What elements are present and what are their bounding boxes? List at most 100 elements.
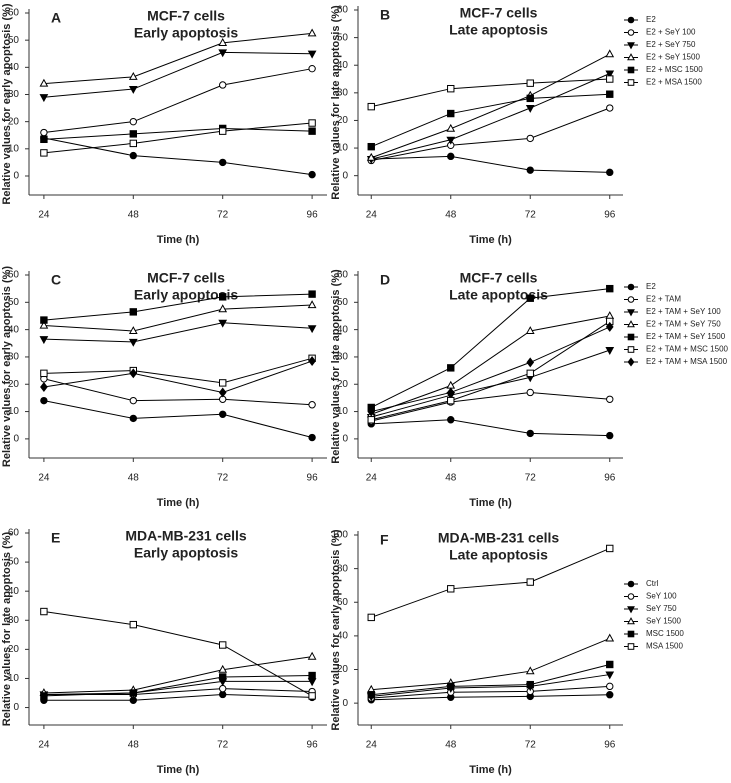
- y-tick-label: 50: [8, 35, 20, 46]
- series-line: [371, 349, 610, 418]
- series-line: [371, 315, 610, 415]
- legend-label: Ctrl: [646, 579, 659, 588]
- series-line: [371, 321, 611, 421]
- y-axis-label: Relative values for late apoptosis (%): [330, 269, 342, 464]
- y-axis-label: Relative values for early apoptosis (%): [1, 3, 13, 204]
- series-line: [371, 73, 610, 160]
- legend-marker: [627, 29, 635, 36]
- legend-marker: [627, 296, 635, 303]
- series-line: [371, 547, 610, 618]
- data-point: [605, 347, 615, 355]
- data-point: [129, 308, 138, 316]
- data-point: [447, 416, 455, 424]
- data-point: [606, 544, 614, 553]
- legend-marker: [627, 593, 635, 600]
- legend-label: E2 + TAM + MSC 1500: [646, 345, 729, 354]
- data-point: [606, 104, 614, 112]
- x-tick-label: 48: [445, 740, 457, 751]
- data-point: [308, 127, 316, 135]
- data-point: [219, 379, 227, 387]
- legend-label: SeY 1500: [646, 617, 682, 626]
- data-point: [40, 128, 48, 137]
- x-tick-label: 24: [366, 473, 378, 484]
- data-point: [526, 79, 534, 87]
- data-point: [40, 369, 48, 378]
- chart-title: MDA-MB-231 cells: [438, 530, 560, 546]
- y-tick-label: 0: [13, 171, 19, 182]
- data-point: [308, 290, 316, 298]
- series-line: [371, 93, 610, 148]
- data-point: [447, 364, 455, 372]
- data-point: [219, 684, 227, 693]
- y-tick-label: 30: [8, 615, 20, 626]
- legend-marker: [627, 643, 635, 650]
- series-line: [371, 694, 610, 701]
- legend-label: E2 + SeY 100: [646, 28, 696, 37]
- series-line: [43, 680, 313, 695]
- series-line: [43, 122, 313, 154]
- data-point: [129, 151, 138, 160]
- legend-label: MSA 1500: [646, 642, 683, 651]
- data-point: [526, 680, 534, 689]
- legend-marker: [627, 66, 635, 74]
- y-tick-label: 30: [337, 352, 349, 363]
- y-tick-label: 30: [337, 87, 349, 98]
- y-tick-label: 20: [337, 664, 349, 675]
- data-point: [219, 127, 227, 135]
- data-point: [307, 651, 317, 660]
- y-tick-label: 20: [337, 379, 349, 390]
- data-point: [605, 671, 615, 680]
- data-point: [128, 85, 138, 94]
- legend-label: MSC 1500: [646, 629, 684, 638]
- data-point: [606, 660, 614, 669]
- x-axis-label: Time (h): [469, 497, 512, 509]
- data-point: [526, 166, 534, 174]
- y-tick-label: 100: [331, 530, 348, 541]
- y-tick-label: 80: [337, 563, 349, 574]
- x-tick-label: 96: [307, 473, 319, 484]
- legend-marker: [627, 580, 635, 588]
- data-point: [128, 71, 138, 80]
- series-line: [371, 53, 610, 159]
- data-point: [307, 300, 317, 309]
- y-tick-label: 20: [8, 379, 20, 390]
- legend-marker: [627, 617, 635, 625]
- y-tick-label: 10: [8, 143, 20, 154]
- series-line: [371, 78, 610, 108]
- legend-marker: [627, 42, 635, 50]
- chart-subtitle: Early apoptosis: [134, 25, 238, 41]
- y-tick-label: 40: [337, 324, 349, 335]
- data-point: [447, 682, 455, 691]
- data-point: [606, 431, 614, 440]
- x-tick-label: 24: [38, 740, 50, 751]
- data-point: [129, 368, 138, 379]
- data-point: [446, 380, 456, 389]
- x-tick-label: 24: [366, 210, 378, 221]
- data-point: [128, 338, 138, 347]
- data-point: [129, 620, 138, 629]
- data-point: [308, 170, 316, 179]
- y-tick-label: 10: [8, 406, 20, 417]
- x-tick-label: 96: [604, 473, 616, 484]
- x-tick-label: 48: [128, 210, 140, 221]
- y-tick-label: 40: [8, 324, 20, 335]
- x-tick-label: 24: [38, 473, 50, 484]
- legend-label: E2 + MSA 1500: [646, 78, 702, 87]
- data-point: [606, 682, 614, 691]
- data-point: [40, 607, 48, 616]
- legend-label: SeY 750: [646, 604, 677, 613]
- legend-marker: [627, 320, 635, 328]
- data-point: [307, 325, 317, 334]
- legend-marker: [627, 309, 635, 317]
- data-point: [129, 414, 138, 423]
- x-tick-label: 48: [445, 473, 457, 484]
- data-point: [367, 142, 375, 151]
- y-tick-label: 50: [8, 297, 20, 308]
- data-point: [605, 311, 615, 320]
- data-point: [606, 168, 614, 177]
- legend-label: E2 + TAM + MSA 1500: [646, 357, 728, 366]
- data-point: [40, 149, 48, 157]
- x-tick-label: 48: [445, 210, 457, 221]
- legend-label: E2: [646, 282, 656, 291]
